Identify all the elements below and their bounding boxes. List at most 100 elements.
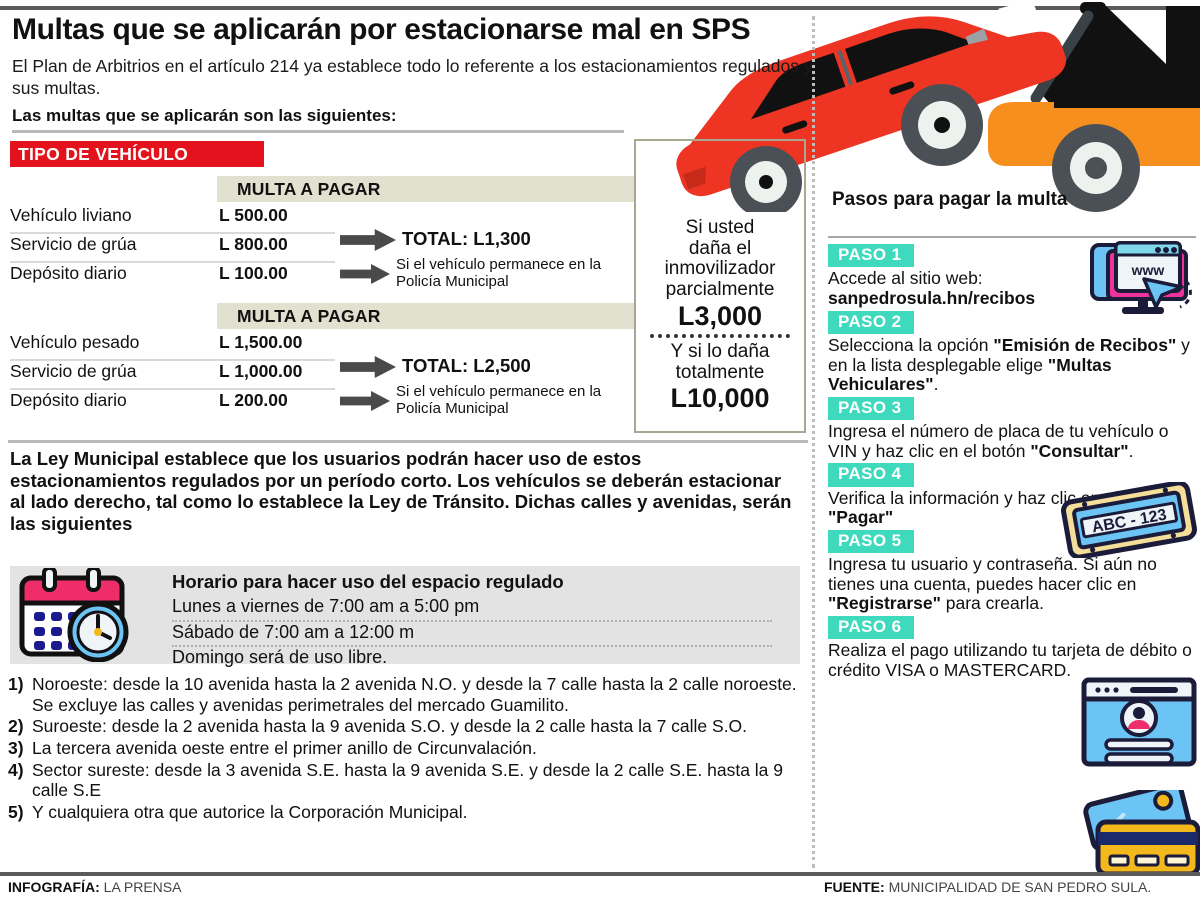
footer-credit: INFOGRAFÍA: LA PRENSA: [8, 879, 181, 895]
street-list: 1) Noroeste: desde la 10 avenida hasta l…: [8, 674, 798, 823]
fee-label: Vehículo liviano: [10, 205, 132, 225]
lead-statement: Las multas que se aplicarán son las sigu…: [12, 106, 397, 125]
table-row: Servicio de grúa L 1,000.00: [10, 361, 624, 390]
step-badge: PASO 4: [828, 463, 914, 487]
step-badge: PASO 6: [828, 616, 914, 640]
fee-amount: L 800.00: [219, 234, 288, 254]
step-3: PASO 3 Ingresa el número de placa de tu …: [828, 396, 1200, 462]
lead-underline: [12, 130, 624, 133]
immobilizer-line-4: parcialmente: [665, 279, 775, 301]
step-text: Selecciona la opción "Emisión de Recibos…: [828, 334, 1190, 395]
immobilizer-line-1: Si usted: [685, 217, 755, 238]
table-row: Depósito diario L 100.00: [10, 263, 624, 292]
schedule-dotted-separator: [172, 645, 772, 648]
fee-amount: L 1,500.00: [219, 332, 303, 352]
table-row: Servicio de grúa L 800.00: [10, 234, 624, 263]
footer-credit-value: LA PRENSA: [103, 879, 182, 895]
fee-rows: Vehículo liviano L 500.00 Servicio de gr…: [10, 205, 624, 292]
step-text: Realiza el pago utilizando tu tarjeta de…: [828, 640, 1192, 681]
license-plate-icon: ABC - 123: [1058, 480, 1200, 560]
fee-rows: Vehículo pesado L 1,500.00 Servicio de g…: [10, 332, 624, 419]
step-6: PASO 6 Realiza el pago utilizando tu tar…: [828, 616, 1200, 681]
vehicle-type-banner: TIPO DE VEHÍCULO: [10, 141, 264, 167]
column-divider: [812, 16, 815, 868]
fee-separator: [10, 261, 335, 263]
fee-amount: L 500.00: [219, 205, 288, 225]
fee-label: Servicio de grúa: [10, 361, 137, 381]
step-badge: PASO 3: [828, 396, 914, 421]
list-item-text: Sector sureste: desde la 3 avenida S.E. …: [32, 759, 784, 801]
footer-source-label: FUENTE:: [824, 879, 885, 895]
fee-amount: L 200.00: [219, 390, 288, 410]
schedule-line: Domingo será de uso libre.: [172, 647, 388, 668]
step-text: Accede al sitio web: sanpedrosula.hn/reci…: [828, 268, 1036, 308]
footer-source: FUENTE: MUNICIPALIDAD DE SAN PEDRO SULA.: [824, 879, 1151, 895]
user-account-icon: [1080, 676, 1198, 768]
footer-source-value: MUNICIPALIDAD DE SAN PEDRO SULA.: [888, 879, 1152, 895]
steps-title: Pasos para pagar la multa: [832, 189, 1068, 210]
step-badge: PASO 2: [828, 310, 914, 334]
immobilizer-line-5: Y si lo daña: [670, 341, 770, 363]
top-rule: [0, 6, 1200, 10]
list-item: 4) Sector sureste: desde la 3 avenida S.…: [8, 760, 798, 801]
fee-separator: [10, 388, 335, 390]
fee-amount: L 1,000.00: [219, 361, 303, 381]
fee-label: Servicio de grúa: [10, 234, 137, 254]
immobilizer-total-amount: L10,000: [670, 383, 770, 414]
steps-title-rule: [828, 236, 1196, 238]
fee-note: Si el vehículo permanece en la Policía M…: [396, 256, 602, 290]
table-row: Vehículo liviano L 500.00: [10, 205, 624, 234]
list-item-number: 1): [8, 674, 24, 694]
list-item-text: La tercera avenida oeste entre el primer…: [32, 737, 537, 758]
immobilizer-dotted-divider: [650, 334, 790, 339]
schedule-title: Horario para hacer uso del espacio regul…: [172, 571, 564, 592]
law-section-rule: [8, 440, 808, 443]
municipal-law-paragraph: La Ley Municipal establece que los usuar…: [10, 448, 792, 534]
fee-total: TOTAL: L1,300: [402, 228, 531, 249]
tow-truck-illustration: [636, 2, 1200, 212]
fee-label: Depósito diario: [10, 390, 127, 410]
fee-separator: [10, 359, 335, 361]
step-text: Ingresa el número de placa de tu vehícul…: [828, 421, 1169, 461]
step-badge: PASO 1: [828, 244, 914, 268]
page-title: Multas que se aplicarán por estacionarse…: [12, 13, 751, 46]
fee-separator: [10, 232, 335, 234]
schedule-dotted-separator: [172, 619, 772, 622]
list-item-text: Suroeste: desde la 2 avenida hasta la 9 …: [32, 716, 748, 737]
schedule-line: Sábado de 7:00 am a 12:00 m: [172, 620, 792, 648]
immobilizer-line-6: totalmente: [675, 361, 765, 383]
list-item-number: 3): [8, 737, 24, 758]
list-item-number: 2): [8, 716, 24, 737]
website-monitor-icon: www: [1086, 237, 1198, 319]
step-badge: PASO 5: [828, 529, 914, 554]
list-item: 1) Noroeste: desde la 10 avenida hasta l…: [8, 674, 798, 715]
steps-list: PASO 1 Accede al sitio web: sanpedrosula.…: [828, 244, 1200, 683]
immobilizer-penalty-content: Si usted daña el inmovilizador parcialme…: [636, 217, 804, 414]
fee-label: Vehículo pesado: [10, 332, 140, 352]
list-item-number: 4): [8, 759, 24, 780]
monitor-www-text: www: [1131, 262, 1165, 278]
list-item: 2) Suroeste: desde la 2 avenida hasta la…: [8, 716, 798, 737]
step-2: PASO 2 Selecciona la opción "Emisión de …: [828, 310, 1200, 395]
bottom-rule: [0, 872, 1200, 876]
arrow-right-icon: [340, 264, 390, 284]
immobilizer-line-3: inmovilizador: [664, 258, 776, 280]
footer-credit-label: INFOGRAFÍA:: [8, 879, 100, 895]
schedule-box: [10, 566, 800, 664]
table-row: Vehículo pesado L 1,500.00: [10, 332, 624, 361]
fee-total: TOTAL: L2,500: [402, 355, 531, 376]
arrow-right-icon: [340, 391, 390, 411]
fee-table-header: MULTA A PAGAR: [217, 303, 635, 329]
fee-table-header: MULTA A PAGAR: [217, 176, 635, 202]
page-subtitle: El Plan de Arbitrios en el artículo 214 …: [12, 56, 813, 98]
step-text: Ingresa tu usuario y contraseña. Si aún …: [828, 554, 1157, 614]
credit-card-icon: [1072, 781, 1200, 877]
list-item: 5) Y cualquiera otra que autorice la Cor…: [8, 802, 798, 823]
list-item-number: 5): [8, 801, 24, 822]
fee-label: Depósito diario: [10, 263, 127, 283]
step-5: PASO 5 Ingresa tu usuario y contraseña. …: [828, 529, 1200, 614]
schedule-content: Horario para hacer uso del espacio regul…: [172, 570, 792, 671]
immobilizer-line-2: daña el: [688, 237, 752, 259]
list-item-text: Y cualquiera otra que autorice la Corpor…: [32, 801, 468, 822]
